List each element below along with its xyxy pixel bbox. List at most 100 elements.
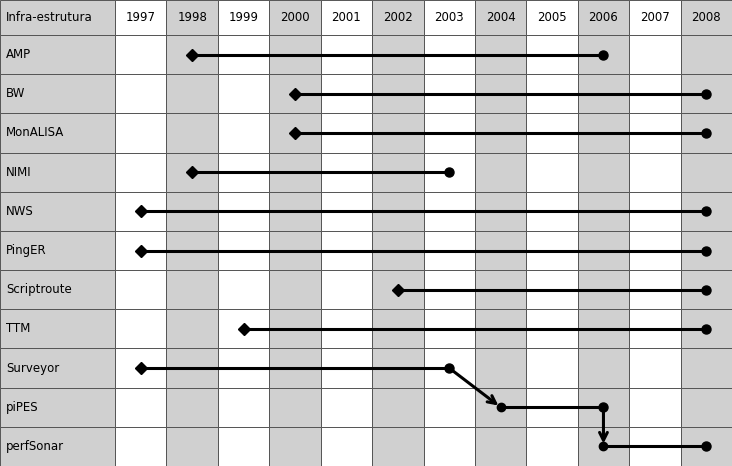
Bar: [578, 309, 630, 349]
Bar: [681, 427, 732, 466]
Bar: [681, 231, 732, 270]
Bar: [166, 427, 218, 466]
Bar: [424, 152, 475, 192]
Bar: [218, 192, 269, 231]
Bar: [115, 0, 166, 35]
Text: NWS: NWS: [6, 205, 34, 218]
Bar: [321, 427, 372, 466]
Bar: [166, 113, 218, 152]
Bar: [475, 388, 526, 427]
Bar: [115, 113, 166, 152]
Text: TTM: TTM: [6, 322, 30, 336]
Bar: [526, 427, 578, 466]
Bar: [475, 231, 526, 270]
Bar: [218, 74, 269, 113]
Bar: [526, 74, 578, 113]
Bar: [321, 388, 372, 427]
Bar: [526, 270, 578, 309]
Bar: [578, 270, 630, 309]
Bar: [475, 35, 526, 74]
Text: PingER: PingER: [6, 244, 47, 257]
Bar: [115, 427, 166, 466]
Bar: [630, 152, 681, 192]
Bar: [424, 0, 475, 35]
Bar: [166, 0, 218, 35]
Bar: [424, 309, 475, 349]
Bar: [630, 388, 681, 427]
Bar: [218, 152, 269, 192]
Bar: [424, 113, 475, 152]
Bar: [166, 270, 218, 309]
Bar: [526, 388, 578, 427]
Bar: [424, 231, 475, 270]
Bar: [372, 309, 424, 349]
Bar: [578, 231, 630, 270]
Bar: [578, 427, 630, 466]
Bar: [218, 113, 269, 152]
Bar: [630, 192, 681, 231]
Text: BW: BW: [6, 87, 26, 100]
Bar: [681, 349, 732, 388]
Bar: [321, 309, 372, 349]
Bar: [166, 35, 218, 74]
Bar: [424, 35, 475, 74]
Text: Infra-estrutura: Infra-estrutura: [6, 11, 93, 24]
Bar: [681, 74, 732, 113]
Bar: [372, 192, 424, 231]
Bar: [630, 0, 681, 35]
Bar: [269, 35, 321, 74]
Text: 1997: 1997: [126, 11, 156, 24]
Bar: [269, 74, 321, 113]
Bar: [0, 152, 115, 192]
Text: 2002: 2002: [383, 11, 413, 24]
Text: NIMI: NIMI: [6, 165, 31, 178]
Bar: [321, 231, 372, 270]
Bar: [0, 231, 115, 270]
Bar: [166, 349, 218, 388]
Bar: [424, 74, 475, 113]
Bar: [681, 192, 732, 231]
Text: 2001: 2001: [332, 11, 362, 24]
Bar: [630, 74, 681, 113]
Bar: [630, 427, 681, 466]
Bar: [424, 349, 475, 388]
Text: piPES: piPES: [6, 401, 39, 414]
Bar: [475, 113, 526, 152]
Bar: [372, 427, 424, 466]
Bar: [475, 349, 526, 388]
Bar: [475, 270, 526, 309]
Bar: [475, 0, 526, 35]
Bar: [526, 113, 578, 152]
Bar: [218, 0, 269, 35]
Bar: [0, 35, 115, 74]
Bar: [475, 74, 526, 113]
Bar: [424, 192, 475, 231]
Text: Surveyor: Surveyor: [6, 362, 59, 375]
Bar: [0, 113, 115, 152]
Bar: [321, 192, 372, 231]
Bar: [115, 349, 166, 388]
Bar: [424, 270, 475, 309]
Bar: [475, 427, 526, 466]
Bar: [424, 427, 475, 466]
Bar: [166, 309, 218, 349]
Bar: [115, 74, 166, 113]
Bar: [526, 349, 578, 388]
Bar: [372, 270, 424, 309]
Bar: [681, 35, 732, 74]
Bar: [372, 35, 424, 74]
Bar: [321, 113, 372, 152]
Bar: [526, 0, 578, 35]
Bar: [630, 349, 681, 388]
Bar: [0, 388, 115, 427]
Bar: [218, 349, 269, 388]
Bar: [372, 152, 424, 192]
Bar: [218, 388, 269, 427]
Bar: [475, 152, 526, 192]
Bar: [0, 309, 115, 349]
Bar: [630, 309, 681, 349]
Bar: [269, 309, 321, 349]
Text: 2007: 2007: [640, 11, 670, 24]
Bar: [372, 74, 424, 113]
Text: 2008: 2008: [692, 11, 721, 24]
